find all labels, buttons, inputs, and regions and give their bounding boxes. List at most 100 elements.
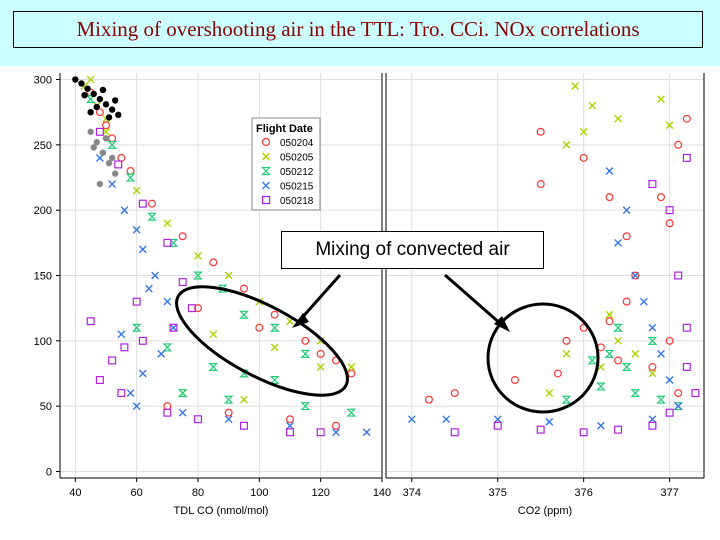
point-050205 bbox=[631, 349, 640, 358]
point-050212 bbox=[621, 362, 632, 371]
point-050218 bbox=[194, 415, 203, 424]
mixing-ellipses bbox=[175, 285, 600, 414]
point-050205 bbox=[270, 343, 279, 352]
point-050205 bbox=[163, 219, 172, 228]
y-tick-label: 0 bbox=[46, 466, 52, 478]
point-050204 bbox=[682, 114, 691, 123]
chart-legend: Flight Date 050204 050205 050212 050215 05021… bbox=[251, 117, 321, 211]
point-050218 bbox=[163, 238, 172, 247]
point-050204 bbox=[286, 415, 295, 424]
point-flight-gray bbox=[96, 180, 104, 188]
point-050215 bbox=[151, 271, 159, 280]
point-050204 bbox=[536, 180, 545, 189]
point-050212 bbox=[604, 349, 615, 358]
point-flight-black bbox=[96, 95, 104, 103]
point-050205 bbox=[562, 140, 571, 149]
point-050204 bbox=[301, 336, 310, 345]
point-050215 bbox=[665, 376, 674, 384]
legend-label: 050205 bbox=[280, 153, 314, 164]
point-050218 bbox=[665, 206, 674, 215]
point-050218 bbox=[240, 421, 249, 430]
mixing-ellipse-right bbox=[486, 302, 600, 414]
point-050218 bbox=[108, 356, 117, 365]
point-050215 bbox=[157, 349, 166, 358]
x-tick-label: 40 bbox=[69, 487, 81, 499]
point-050212 bbox=[613, 323, 623, 332]
point-050215 bbox=[648, 323, 657, 332]
point-050204 bbox=[622, 297, 631, 306]
point-050204 bbox=[674, 389, 683, 398]
point-050218 bbox=[316, 428, 325, 437]
point-flight-gray bbox=[108, 154, 116, 162]
point-050204 bbox=[240, 284, 249, 293]
point-050215 bbox=[631, 271, 640, 280]
point-050204 bbox=[553, 369, 562, 378]
point-050218 bbox=[120, 343, 129, 352]
point-050218 bbox=[450, 428, 459, 437]
legend-label: 050218 bbox=[280, 196, 314, 207]
point-050204 bbox=[270, 310, 279, 319]
point-050212 bbox=[630, 389, 641, 398]
point-050212 bbox=[656, 395, 666, 404]
point-050212 bbox=[596, 382, 606, 391]
x-tick-label: 100 bbox=[250, 487, 268, 499]
left-panel: 40 60 80 100 120 140 TDL CO (nmol/mol) 0 50 100 15… bbox=[34, 73, 391, 517]
point-050218 bbox=[648, 180, 657, 189]
point-flight-black bbox=[84, 85, 91, 92]
point-050212 bbox=[300, 349, 311, 358]
point-050204 bbox=[178, 232, 187, 241]
y-tick-label: 150 bbox=[34, 271, 52, 283]
point-050204 bbox=[332, 421, 341, 430]
point-flight-black bbox=[99, 86, 107, 94]
point-050205 bbox=[571, 82, 579, 90]
x-axis-label: TDL CO (nmol/mol) bbox=[174, 505, 269, 517]
x-axis-label: CO2 (ppm) bbox=[518, 505, 572, 517]
point-flight-black bbox=[108, 106, 116, 113]
point-050204 bbox=[536, 127, 545, 136]
point-050215 bbox=[126, 389, 135, 397]
point-050218 bbox=[95, 376, 104, 385]
point-flight-black bbox=[105, 114, 113, 121]
point-flight-black bbox=[87, 108, 94, 116]
point-050218 bbox=[286, 428, 295, 437]
point-flight-gray bbox=[102, 135, 110, 142]
point-050218 bbox=[169, 323, 178, 332]
point-050204 bbox=[631, 271, 640, 280]
point-050218 bbox=[614, 425, 623, 434]
point-050204 bbox=[605, 317, 614, 326]
x-tick-label: 80 bbox=[192, 487, 204, 499]
legend-box bbox=[251, 117, 321, 211]
callout-box: Mixing of convected air bbox=[281, 231, 544, 269]
point-050212 bbox=[239, 310, 249, 319]
point-050215 bbox=[674, 402, 683, 411]
point-050215 bbox=[108, 180, 117, 188]
point-050205 bbox=[614, 336, 622, 345]
point-050204 bbox=[255, 323, 264, 332]
point-050205 bbox=[648, 369, 657, 378]
point-flight-black bbox=[115, 111, 122, 119]
point-050204 bbox=[665, 336, 674, 345]
point-050205 bbox=[224, 271, 233, 280]
point-050218 bbox=[648, 421, 657, 430]
point-050215 bbox=[132, 402, 141, 411]
point-050218 bbox=[117, 389, 126, 398]
point-050215 bbox=[138, 245, 147, 254]
point-050218 bbox=[682, 362, 691, 371]
point-050215 bbox=[117, 330, 126, 339]
point-050215 bbox=[332, 428, 340, 437]
point-050212 bbox=[208, 362, 219, 371]
point-050204 bbox=[224, 408, 233, 417]
point-050212 bbox=[107, 140, 117, 149]
point-050204 bbox=[605, 193, 614, 202]
point-050205 bbox=[657, 95, 665, 104]
point-050204 bbox=[622, 232, 631, 241]
point-050215 bbox=[605, 167, 614, 175]
point-050204 bbox=[148, 199, 157, 208]
point-050204 bbox=[101, 121, 110, 130]
point-050205 bbox=[240, 395, 248, 404]
point-050215 bbox=[596, 421, 605, 430]
point-050218 bbox=[691, 389, 700, 398]
point-050215 bbox=[407, 415, 416, 424]
point-050215 bbox=[639, 297, 648, 306]
